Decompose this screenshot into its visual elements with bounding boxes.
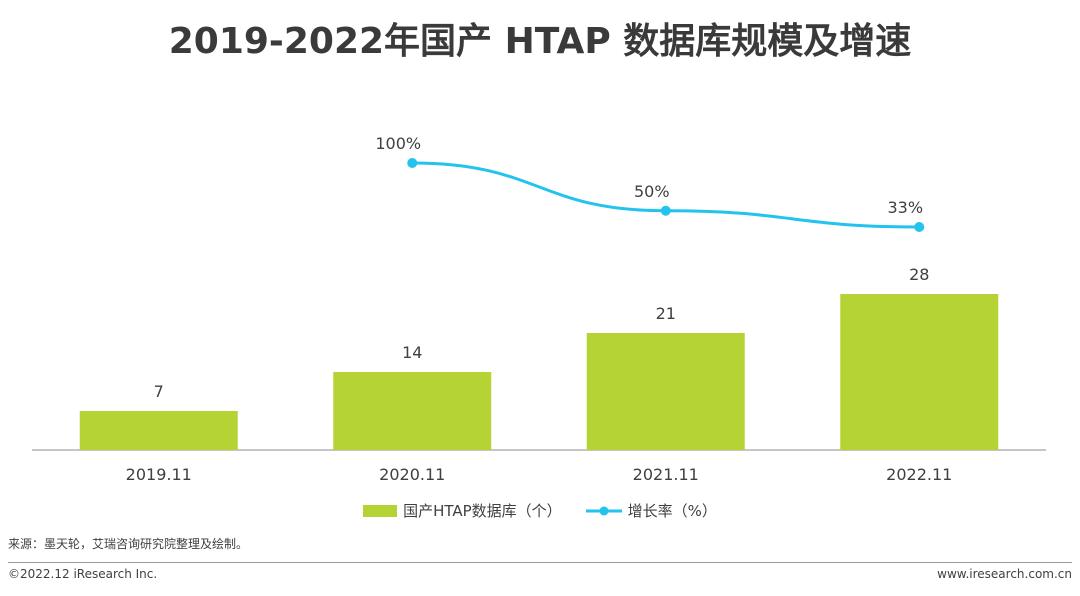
x-tick-label: 2022.11 [886,465,952,484]
bar-data-label: 7 [154,382,164,401]
growth-rate-point [660,205,671,216]
bar-data-label: 21 [656,304,676,323]
bar-data-label: 28 [909,265,929,284]
growth-rate-label: 50% [634,182,670,201]
chart-canvas: 7 2019.11 14 2020.11 21 2021.11 28 2022.11 100% 5… [32,134,1046,484]
bar [79,411,238,450]
legend-item-line: 增长率（%） [585,500,717,521]
website-text: www.iresearch.com.cn [937,567,1072,581]
bar [586,333,745,450]
growth-rate-label: 100% [375,134,421,153]
legend: 国产HTAP数据库（个） 增长率（%） [0,500,1080,521]
bar [333,372,492,450]
copyright-text: ©2022.12 iResearch Inc. [8,567,158,581]
chart-title: 2019-2022年国产 HTAP 数据库规模及增速 [168,21,912,62]
source-note: 来源：墨天轮，艾瑞咨询研究院整理及绘制。 [8,537,249,551]
bar [840,294,999,450]
footer-divider [8,562,1072,563]
legend-bar-label: 国产HTAP数据库（个） [403,502,562,520]
legend-line-label: 增长率（%） [627,502,717,520]
legend-bar-swatch [363,504,398,517]
x-tick-label: 2019.11 [126,465,192,484]
growth-rate-label: 33% [887,198,923,217]
growth-rate-point [407,158,418,168]
legend-line-swatch [585,506,622,515]
bar-data-label: 14 [402,343,422,362]
legend-item-bar: 国产HTAP数据库（个） [363,500,562,521]
growth-rate-point [914,222,925,232]
x-tick-label: 2020.11 [379,465,445,484]
x-tick-label: 2021.11 [633,465,699,484]
